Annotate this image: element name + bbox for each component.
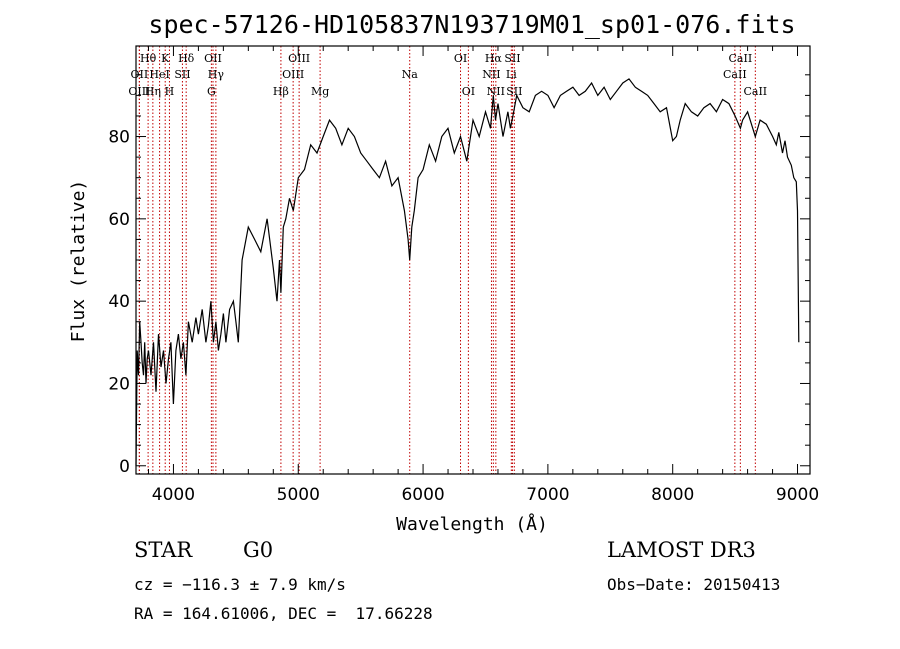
spectral-line-label: SII bbox=[174, 68, 190, 81]
x-axis-label: Wavelength (Å) bbox=[396, 513, 548, 535]
spectral-line-label: OIII bbox=[128, 85, 150, 98]
y-tick-label: 60 bbox=[108, 210, 130, 230]
spectral-line-label: OI bbox=[462, 85, 475, 98]
spectral-line-label: HeI bbox=[149, 68, 169, 81]
y-tick-label: 80 bbox=[108, 128, 130, 148]
x-tick-label: 6000 bbox=[401, 485, 444, 505]
x-tick-label: 9000 bbox=[776, 485, 819, 505]
redshift-value: cz = −116.3 ± 7.9 km/s bbox=[134, 575, 346, 594]
spectral-line-label: H bbox=[165, 85, 175, 98]
spectral-line-label: CaII bbox=[729, 52, 753, 65]
spectral-line-label: Hδ bbox=[178, 52, 195, 65]
y-tick-label: 0 bbox=[119, 457, 130, 477]
y-axis-ticks: 0 20 40 60 80 bbox=[108, 74, 810, 477]
y-tick-label: 40 bbox=[108, 292, 130, 312]
x-tick-label: 8000 bbox=[651, 485, 694, 505]
spectral-line-label: Mg bbox=[311, 85, 329, 98]
plot-frame bbox=[135, 45, 811, 475]
observation-date: Obs−Date: 20150413 bbox=[607, 575, 781, 594]
object-subclass: G0 bbox=[243, 538, 274, 562]
survey-name: LAMOST DR3 bbox=[607, 538, 756, 562]
chart-title: spec-57126-HD105837N193719M01_sp01-076.f… bbox=[148, 10, 795, 39]
spectral-line-label: OIII bbox=[282, 68, 304, 81]
spectral-line-label: Hθ bbox=[140, 52, 157, 65]
x-tick-label: 5000 bbox=[277, 485, 320, 505]
spectral-line-label: NII bbox=[487, 85, 505, 98]
spectral-line-label: NII bbox=[482, 68, 500, 81]
y-axis-label: Flux (relative) bbox=[68, 180, 89, 343]
object-class: STAR bbox=[134, 538, 193, 562]
spectral-line-label: Hα bbox=[485, 52, 503, 65]
spectral-line-label: G bbox=[207, 85, 216, 98]
coordinates: RA = 164.61006, DEC = 17.66228 bbox=[134, 604, 433, 623]
spectral-line-label: Li bbox=[506, 68, 517, 81]
spectral-line-label: Hγ bbox=[208, 68, 225, 81]
spectral-line-label: SII bbox=[506, 85, 522, 98]
spectral-line-label: OI bbox=[454, 52, 467, 65]
spectral-line-label: SII bbox=[504, 52, 520, 65]
spectral-line-label: K bbox=[161, 52, 170, 65]
spectral-line-label: CaII bbox=[743, 85, 767, 98]
y-tick-label: 20 bbox=[108, 374, 130, 394]
spectral-line-label: OIII bbox=[288, 52, 310, 65]
spectral-line-label: CaII bbox=[723, 68, 747, 81]
x-axis-ticks: 4000 5000 6000 7000 8000 9000 bbox=[147, 46, 819, 505]
x-tick-label: 4000 bbox=[152, 485, 195, 505]
spectral-line-label: Na bbox=[402, 68, 419, 81]
spectral-line-label: OII bbox=[204, 52, 222, 65]
spectral-line-label: Hβ bbox=[273, 85, 289, 98]
x-tick-label: 7000 bbox=[526, 485, 569, 505]
spectral-line-label: Hη bbox=[145, 85, 161, 98]
flux-series-line bbox=[135, 78, 800, 466]
